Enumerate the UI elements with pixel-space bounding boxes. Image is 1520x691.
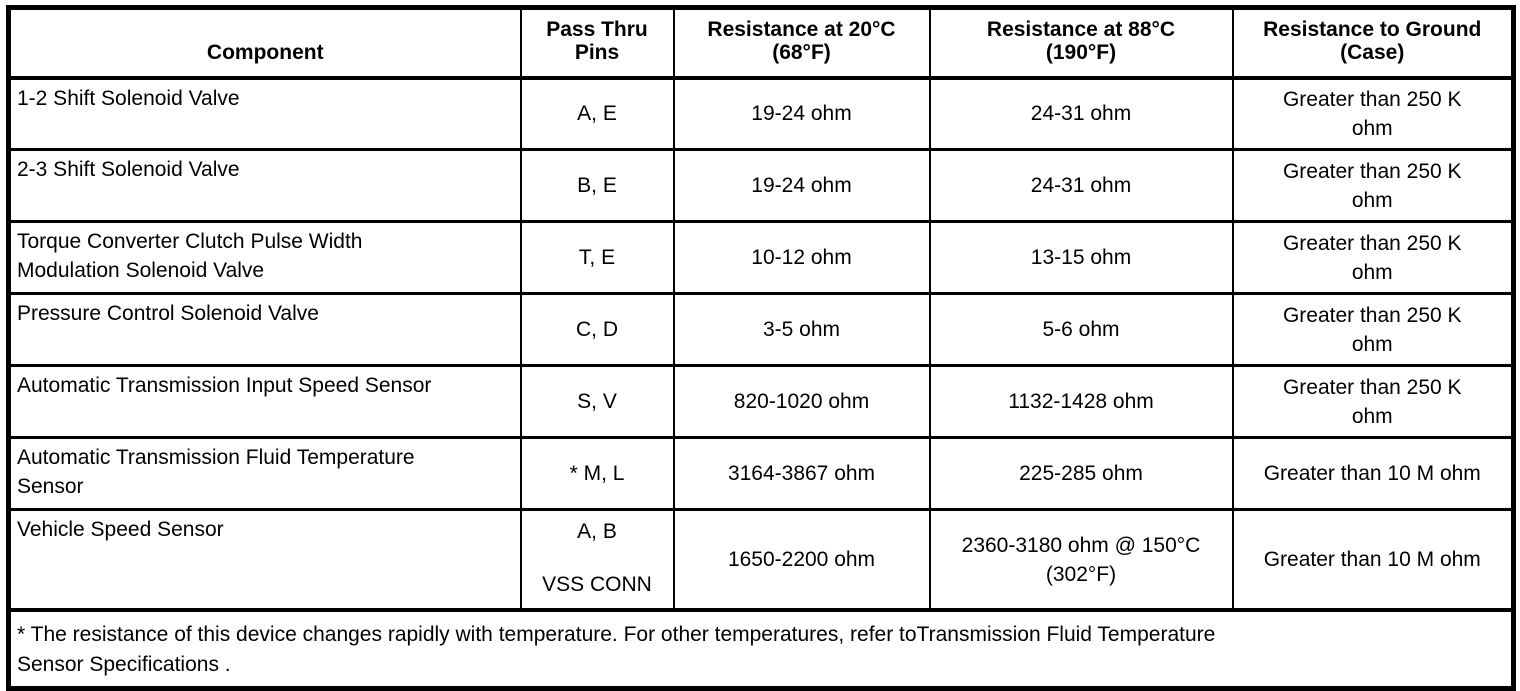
cell-resistance-ground: Greater than 250 K ohm bbox=[1231, 220, 1515, 295]
row-tcc-pwm-solenoid-valve: Torque Converter Clutch Pulse Width Modu… bbox=[7, 220, 1515, 295]
pins-line-1: A, B bbox=[577, 520, 617, 543]
row-at-input-speed-sensor: Automatic Transmission Input Speed Senso… bbox=[7, 364, 1515, 439]
cell-resistance-20c: 3-5 ohm bbox=[672, 292, 931, 367]
cell-component: Automatic Transmission Fluid Temperature… bbox=[7, 436, 522, 511]
header-resistance-ground: Resistance to Ground (Case) bbox=[1231, 6, 1515, 80]
cell-resistance-88c: 1132-1428 ohm bbox=[928, 364, 1234, 439]
cell-component: Automatic Transmission Input Speed Senso… bbox=[7, 364, 522, 439]
cell-resistance-20c: 19-24 ohm bbox=[672, 148, 931, 223]
pins-line-2: VSS CONN bbox=[542, 573, 652, 596]
cell-pass-thru-pins: T, E bbox=[519, 220, 675, 295]
cell-resistance-20c: 820-1020 ohm bbox=[672, 364, 931, 439]
header-resistance-20c: Resistance at 20°C (68°F) bbox=[672, 6, 931, 80]
footnote-text: * The resistance of this device changes … bbox=[7, 608, 1515, 690]
cell-resistance-88c: 2360-3180 ohm @ 150°C (302°F) bbox=[928, 508, 1234, 612]
footnote-row: * The resistance of this device changes … bbox=[7, 608, 1515, 690]
header-row: Component Pass Thru Pins Resistance at 2… bbox=[7, 6, 1515, 80]
cell-resistance-20c: 19-24 ohm bbox=[672, 76, 931, 151]
header-component: Component bbox=[7, 6, 522, 80]
cell-component: Torque Converter Clutch Pulse Width Modu… bbox=[7, 220, 522, 295]
cell-resistance-ground: Greater than 250 K ohm bbox=[1231, 76, 1515, 151]
cell-resistance-ground: Greater than 10 M ohm bbox=[1231, 508, 1515, 612]
header-resistance-88c: Resistance at 88°C (190°F) bbox=[928, 6, 1234, 80]
cell-resistance-20c: 1650-2200 ohm bbox=[672, 508, 931, 612]
cell-resistance-ground: Greater than 250 K ohm bbox=[1231, 292, 1515, 367]
cell-resistance-88c: 5-6 ohm bbox=[928, 292, 1234, 367]
component-resistance-spec-table: Component Pass Thru Pins Resistance at 2… bbox=[6, 5, 1516, 691]
cell-pass-thru-pins: C, D bbox=[519, 292, 675, 367]
cell-resistance-88c: 13-15 ohm bbox=[928, 220, 1234, 295]
cell-resistance-88c: 24-31 ohm bbox=[928, 148, 1234, 223]
cell-resistance-ground: Greater than 250 K ohm bbox=[1231, 148, 1515, 223]
row-pressure-control-solenoid-valve: Pressure Control Solenoid Valve C, D 3-5… bbox=[7, 292, 1515, 367]
row-1-2-shift-solenoid-valve: 1-2 Shift Solenoid Valve A, E 19-24 ohm … bbox=[7, 76, 1515, 151]
cell-pass-thru-pins: A, B VSS CONN bbox=[519, 508, 675, 612]
cell-resistance-88c: 24-31 ohm bbox=[928, 76, 1234, 151]
cell-resistance-ground: Greater than 10 M ohm bbox=[1231, 436, 1515, 511]
cell-pass-thru-pins: A, E bbox=[519, 76, 675, 151]
cell-component: Vehicle Speed Sensor bbox=[7, 508, 522, 612]
cell-resistance-88c: 225-285 ohm bbox=[928, 436, 1234, 511]
cell-resistance-20c: 3164-3867 ohm bbox=[672, 436, 931, 511]
row-2-3-shift-solenoid-valve: 2-3 Shift Solenoid Valve B, E 19-24 ohm … bbox=[7, 148, 1515, 223]
cell-pass-thru-pins: S, V bbox=[519, 364, 675, 439]
cell-pass-thru-pins: * M, L bbox=[519, 436, 675, 511]
cell-component: Pressure Control Solenoid Valve bbox=[7, 292, 522, 367]
row-vehicle-speed-sensor: Vehicle Speed Sensor A, B VSS CONN 1650-… bbox=[7, 508, 1515, 612]
cell-component: 1-2 Shift Solenoid Valve bbox=[7, 76, 522, 151]
row-at-fluid-temperature-sensor: Automatic Transmission Fluid Temperature… bbox=[7, 436, 1515, 511]
cell-resistance-ground: Greater than 250 K ohm bbox=[1231, 364, 1515, 439]
cell-resistance-20c: 10-12 ohm bbox=[672, 220, 931, 295]
cell-pass-thru-pins: B, E bbox=[519, 148, 675, 223]
header-pass-thru-pins: Pass Thru Pins bbox=[519, 6, 675, 80]
cell-component: 2-3 Shift Solenoid Valve bbox=[7, 148, 522, 223]
